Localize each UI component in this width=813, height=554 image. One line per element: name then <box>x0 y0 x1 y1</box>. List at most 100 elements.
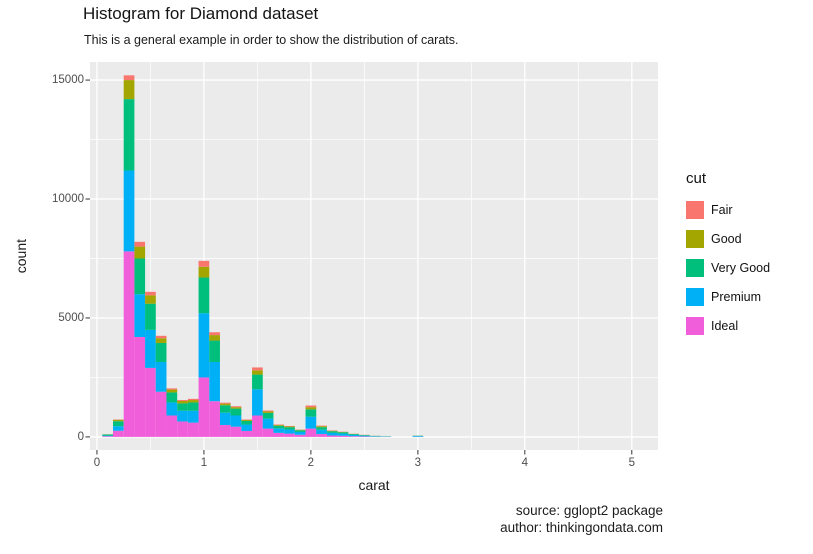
histogram-bar-segment <box>155 361 167 392</box>
histogram-bar-segment <box>198 260 210 267</box>
histogram-bar-segment <box>219 402 231 404</box>
x-tick-label: 4 <box>521 457 529 469</box>
histogram-bar-segment <box>305 428 317 437</box>
histogram-bar-segment <box>241 430 253 437</box>
histogram-bar-segment <box>284 429 295 434</box>
histogram-bar-segment <box>209 340 220 362</box>
legend-items: Fair Good Very Good Premium Ideal <box>686 195 770 340</box>
histogram-bar-segment <box>123 170 135 252</box>
legend-item: Premium <box>686 282 770 311</box>
histogram-bar-segment <box>198 313 210 378</box>
chart-title: Histogram for Diamond dataset <box>83 4 319 23</box>
histogram-bar-segment <box>166 388 178 390</box>
histogram-bar-segment <box>209 401 220 437</box>
histogram-bar-segment <box>348 436 360 437</box>
histogram-bar-segment <box>112 430 124 437</box>
histogram-bar-segment <box>348 434 360 435</box>
histogram-bar-segment <box>252 370 263 375</box>
y-tick-label: 5000 <box>58 311 84 324</box>
legend-item: Fair <box>686 195 770 224</box>
histogram-bar-segment <box>112 419 124 422</box>
panel-background <box>90 62 658 450</box>
histogram-bar-segment <box>305 416 317 429</box>
legend-title: cut <box>686 170 707 187</box>
histogram-bar-segment <box>305 405 317 408</box>
histogram-bar-segment <box>112 426 124 431</box>
histogram-bar-segment <box>123 75 135 81</box>
histogram-bar-segment <box>219 403 231 406</box>
histogram-bar-segment <box>145 367 156 437</box>
histogram-bar-segment <box>273 428 285 433</box>
x-tick-label: 3 <box>414 457 422 469</box>
histogram-bar-segment <box>187 400 199 403</box>
caption-source: source: gglopt2 package <box>515 503 663 518</box>
histogram-bar-segment <box>337 433 349 436</box>
histogram-bar-segment <box>102 434 113 436</box>
histogram-bar-segment <box>134 241 146 247</box>
histogram-bar-segment <box>134 258 146 295</box>
histogram-bar-segment <box>219 412 231 426</box>
histogram-bar-segment <box>145 303 156 330</box>
histogram-bar-segment <box>198 266 210 278</box>
histogram-bar-segment <box>316 427 327 430</box>
histogram-bar-segment <box>145 329 156 368</box>
histogram-bar-segment <box>294 431 306 435</box>
histogram-bar-segment <box>155 338 167 343</box>
histogram-bar-segment <box>252 415 263 437</box>
histogram-bar-segment <box>316 425 327 427</box>
histogram-bar-segment <box>145 295 156 304</box>
histogram-bar-segment <box>262 428 274 437</box>
y-tick-label: 10000 <box>52 193 84 206</box>
histogram-bar-segment <box>230 426 242 437</box>
y-axis-title-text: count <box>13 238 29 274</box>
histogram-bar-segment <box>294 430 306 432</box>
histogram-bar-segment <box>316 426 327 428</box>
histogram-bar-segment <box>134 294 146 338</box>
legend-swatch <box>686 200 704 219</box>
histogram-bar-segment <box>252 374 263 390</box>
legend-item-label: Good <box>711 231 742 246</box>
histogram-bar-segment <box>284 427 295 430</box>
histogram-bar-segment <box>252 367 263 371</box>
histogram-bar-segment <box>359 435 370 437</box>
legend-swatch <box>686 287 704 306</box>
histogram-bar-segment <box>134 337 146 437</box>
histogram-bar-segment <box>166 415 178 437</box>
histogram-bar-segment <box>262 411 274 413</box>
histogram-bar-segment <box>294 434 306 437</box>
histogram-bar-segment <box>273 432 285 437</box>
histogram-bar-segment <box>326 431 338 433</box>
histogram-bar-segment <box>241 424 253 431</box>
histogram-bar-segment <box>262 412 274 419</box>
histogram-bar-segment <box>348 434 360 437</box>
x-tick-label: 0 <box>93 457 101 469</box>
histogram-bar-segment <box>219 405 231 413</box>
legend-item-label: Premium <box>711 289 762 304</box>
histogram-bar-segment <box>305 409 317 417</box>
legend-item: Ideal <box>686 311 770 340</box>
histogram-bar-segment <box>123 251 135 437</box>
histogram-bar-segment <box>326 435 338 437</box>
histogram-bar-segment <box>177 400 188 401</box>
x-tick-label: 2 <box>307 457 315 469</box>
histogram-bar-segment <box>262 418 274 429</box>
histogram-bar-segment <box>177 403 188 411</box>
legend-swatch <box>686 258 704 277</box>
histogram-bar-segment <box>112 421 124 427</box>
histogram-bar-segment <box>326 432 338 436</box>
histogram-bar-segment <box>145 291 156 296</box>
histogram-bar-segment <box>316 434 327 437</box>
y-axis-title: count <box>12 62 30 450</box>
histogram-bar-segment <box>316 429 327 435</box>
histogram-bar-segment <box>134 246 146 259</box>
histogram-bar-segment <box>284 433 295 437</box>
histogram-bar-segment <box>155 391 167 437</box>
y-tick-label: 15000 <box>52 74 84 87</box>
chart-subtitle: This is a general example in order to sh… <box>84 33 459 47</box>
histogram-bar-segment <box>209 332 220 336</box>
legend-item: Good <box>686 224 770 253</box>
histogram-bar-segment <box>241 420 253 425</box>
histogram-bar-segment <box>155 342 167 362</box>
x-tick-label: 1 <box>200 457 208 469</box>
